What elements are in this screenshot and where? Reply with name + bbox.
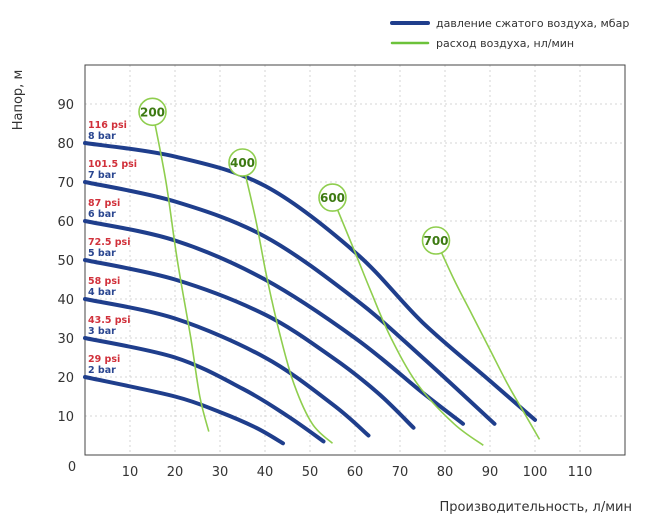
- x-tick-label-6: 70: [392, 465, 409, 480]
- x-tick-label-7: 80: [437, 465, 454, 480]
- bar-label-5: 3 bar: [88, 326, 116, 337]
- y-tick-label-2: 30: [57, 332, 74, 347]
- x-tick-label-5: 60: [347, 465, 364, 480]
- y-tick-label-6: 70: [57, 176, 74, 191]
- x-tick-label-1: 20: [167, 465, 184, 480]
- bar-label-1: 7 bar: [88, 170, 116, 181]
- airflow-curve-1: [241, 162, 334, 444]
- x-tick-label-2: 30: [212, 465, 229, 480]
- pressure-curve-0: [83, 141, 537, 422]
- pressure-curve-5: [83, 336, 326, 444]
- airflow-label-0: 200: [140, 105, 165, 119]
- axis-ticks: 10 20 30 40 50 60 70 80 90 100 110 10 20 30 40 50 60 70 80…: [57, 98, 592, 480]
- airflow-marker-2: [318, 183, 347, 212]
- pressure-curve-3: [83, 258, 416, 430]
- psi-label-2: 87 psi: [88, 198, 120, 209]
- y-tick-label-3: 40: [57, 293, 74, 308]
- x-tick-label-3: 40: [257, 465, 274, 480]
- x-tick-label-10: 110: [568, 465, 593, 480]
- y-tick-label-5: 60: [57, 215, 74, 230]
- airflow-curves: 200 400 600 700: [138, 97, 541, 446]
- y-axis-title: Напор, м: [11, 70, 26, 131]
- pressure-curves: [83, 141, 537, 446]
- airflow-curve-0: [151, 111, 210, 432]
- airflow-marker-0: [138, 97, 167, 127]
- psi-label-1: 101.5 psi: [88, 159, 137, 170]
- x-tick-label-0: 10: [122, 465, 139, 480]
- y-tick-label-4: 50: [57, 254, 74, 269]
- psi-label-0: 116 psi: [88, 120, 127, 131]
- origin-label: 0: [68, 460, 76, 475]
- pressure-curve-2: [83, 219, 465, 426]
- y-tick-label-0: 10: [57, 410, 74, 425]
- bar-label-0: 8 bar: [88, 131, 116, 142]
- airflow-marker-1: [228, 148, 257, 177]
- bar-label-6: 2 bar: [88, 365, 116, 376]
- airflow-label-1: 400: [230, 156, 255, 170]
- airflow-label-2: 600: [320, 191, 345, 205]
- pressure-curve-6: [83, 375, 285, 446]
- x-tick-label-8: 90: [482, 465, 499, 480]
- psi-label-3: 72.5 psi: [88, 237, 130, 248]
- psi-label-6: 29 psi: [88, 354, 120, 365]
- y-tick-label-7: 80: [57, 137, 74, 152]
- pressure-curve-1: [83, 180, 497, 426]
- bar-label-3: 5 bar: [88, 248, 116, 259]
- psi-label-4: 58 psi: [88, 276, 120, 287]
- pressure-curve-4: [83, 297, 371, 438]
- x-tick-label-4: 50: [302, 465, 319, 480]
- y-tick-label-8: 90: [57, 98, 74, 113]
- airflow-marker-3: [421, 226, 451, 255]
- legend-label-pressure: давление сжатого воздуха, мбар: [436, 17, 629, 30]
- legend-label-airflow: расход воздуха, нл/мин: [436, 37, 574, 50]
- x-axis-title: Производительность, л/мин: [440, 500, 632, 515]
- bar-label-2: 6 bar: [88, 209, 116, 220]
- airflow-curve-2: [331, 197, 484, 446]
- airflow-label-3: 700: [423, 234, 448, 248]
- bar-label-4: 4 bar: [88, 287, 116, 298]
- x-tick-label-9: 100: [523, 465, 548, 480]
- legend: давление сжатого воздуха, мбар расход во…: [390, 17, 629, 50]
- psi-label-5: 43.5 psi: [88, 315, 130, 326]
- airflow-curve-3: [435, 240, 541, 440]
- y-tick-label-1: 20: [57, 371, 74, 386]
